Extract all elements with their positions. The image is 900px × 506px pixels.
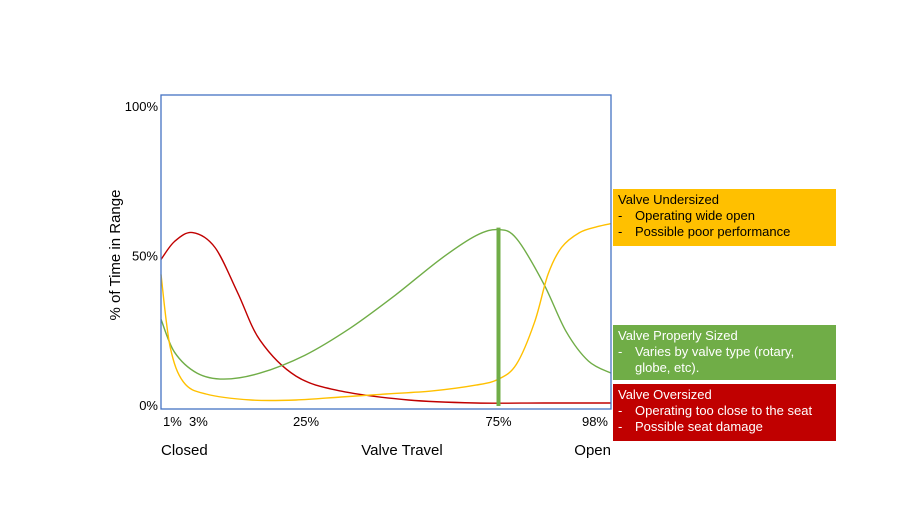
- legend-valve-undersized: Valve Undersized - Operating wide open -P…: [613, 189, 836, 246]
- x-tick-label: 3%: [189, 414, 208, 429]
- tick-labels: 0% 50% 100% 1% 3% 25% 75% 98%: [125, 99, 609, 429]
- x-axis-title: Valve Travel: [361, 442, 442, 459]
- x-tick-label: 25%: [293, 414, 319, 429]
- x-tick-label: 75%: [485, 414, 511, 429]
- legend-bullets-proper: - Varies by valve type (rotary, globe, et…: [618, 344, 832, 376]
- legend-valve-properly-sized: Valve Properly Sized - Varies by valve ty…: [613, 325, 836, 380]
- y-tick-label: 100%: [125, 99, 159, 114]
- legend-bullets-oversized: - Operating too close to the seat - Possib…: [618, 403, 832, 435]
- legend-title-proper: Valve Properly Sized: [618, 328, 738, 343]
- legend-title-oversized: Valve Oversized: [618, 387, 712, 402]
- series-oversized-curve: [160, 231, 611, 404]
- curves-layer: [160, 222, 612, 406]
- y-tick-label: 0%: [139, 398, 158, 413]
- x-end-label-open: Open: [574, 442, 611, 459]
- legend-bullets-undersized: - Operating wide open - Possible poor perf…: [618, 208, 832, 240]
- legend-title-undersized: Valve Undersized: [618, 192, 719, 207]
- legend-bullet: - Operating wide open: [618, 208, 755, 223]
- plot-frame: [160, 94, 612, 410]
- y-tick-label: 50%: [132, 249, 158, 264]
- x-end-label-closed: Closed: [161, 442, 208, 459]
- legend-bullet: - Varies by valve type (rotary, globe, et…: [618, 344, 795, 375]
- y-axis-title: % of Time in Range: [107, 190, 124, 321]
- x-tick-label: 98%: [582, 414, 608, 429]
- legend-bullet: - Operating too close to the seat: [618, 403, 813, 418]
- legend-bullet: - Possible poor performance: [618, 224, 791, 239]
- series-proper-curve: [160, 228, 612, 380]
- x-tick-label: 1%: [163, 414, 182, 429]
- series-undersized-curve: [160, 222, 612, 402]
- legend-valve-oversized: Valve Oversized - Operating too close to …: [613, 384, 836, 441]
- legend-bullet: - Possible seat damage: [618, 419, 763, 434]
